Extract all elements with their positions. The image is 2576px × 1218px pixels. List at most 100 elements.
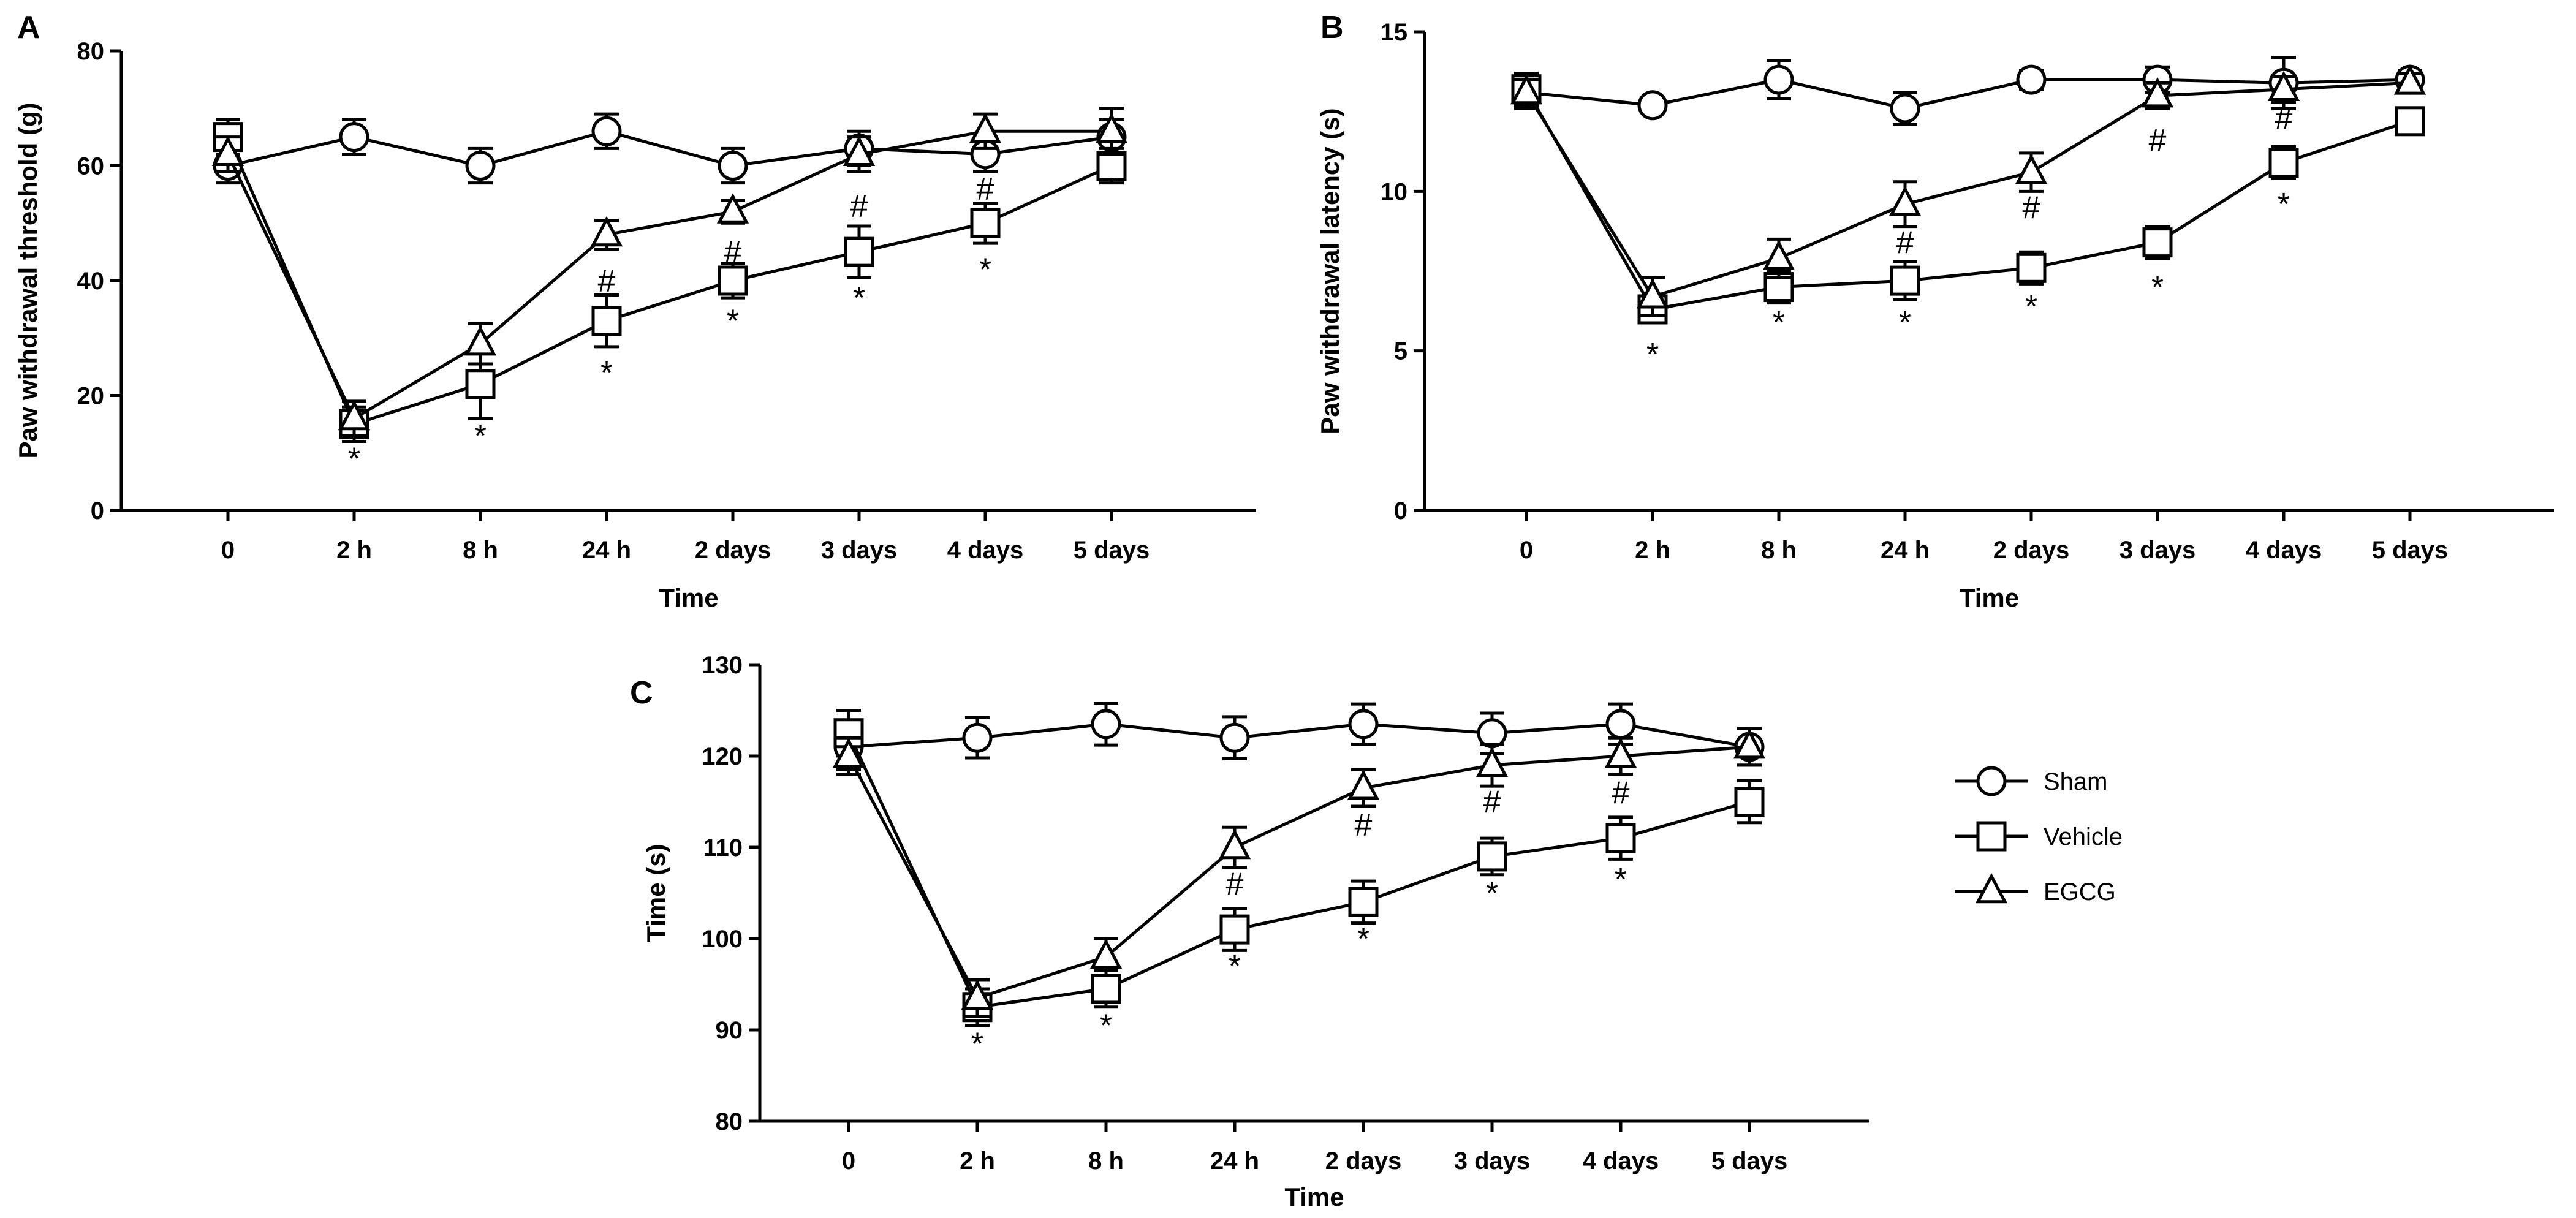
x-tick-label-a: 3 days — [821, 537, 898, 564]
data-point-egcg-a — [1095, 113, 1128, 143]
data-point-vehicle-b — [1890, 265, 1920, 296]
panel-a: A 0 20 40 60 80 0 2 h 8 h 24 h 2 days 3 days 4 days 5… — [13, 10, 1256, 612]
significance-star-a: * — [979, 252, 991, 287]
series-egcg-c — [832, 727, 1766, 1018]
data-point-egcg-b — [1510, 74, 1543, 105]
significance-hash-c: # — [1612, 776, 1630, 811]
data-point-egcg-b — [1762, 240, 1795, 270]
significance-star-b: * — [2278, 187, 2290, 222]
significance-hash-a: # — [850, 189, 868, 224]
data-point-egcg-c — [1733, 728, 1766, 759]
data-point-egcg-c — [1476, 746, 1509, 777]
data-point-vehicle-b — [2395, 106, 2425, 137]
x-tick-label-c: 2 h — [960, 1148, 995, 1174]
data-point-sham-a — [591, 116, 622, 146]
data-point-vehicle-b — [2142, 227, 2173, 258]
x-tick-label-b: 2 days — [1993, 537, 2070, 564]
data-point-egcg-a — [590, 216, 623, 247]
x-tick-label-a: 2 h — [336, 537, 372, 564]
y-tick-label-a: 80 — [77, 38, 105, 65]
data-point-vehicle-a — [718, 265, 748, 296]
y-axis-title-c: Time (s) — [642, 844, 670, 942]
significance-star-a: * — [474, 418, 487, 454]
y-tick-label-a: 0 — [91, 497, 104, 524]
significance-star-a: * — [853, 281, 865, 316]
significance-hash-b: # — [1896, 225, 1914, 261]
y-tick-label-b: 0 — [1394, 497, 1407, 524]
y-tick-label-a: 60 — [77, 153, 105, 180]
x-tick-label-a: 24 h — [582, 537, 631, 564]
x-tick-label-b: 24 h — [1881, 537, 1930, 564]
data-point-sham-b — [2016, 64, 2047, 95]
y-axis-title-b: Paw withdrawal latency (s) — [1316, 108, 1344, 434]
data-point-vehicle-c — [1348, 887, 1379, 917]
x-tick-label-b: 0 — [1520, 537, 1533, 564]
series-line-egcg-b — [1525, 81, 2411, 299]
data-point-vehicle-c — [1477, 841, 1507, 872]
data-point-egcg-b — [2267, 70, 2300, 102]
panel-label-b: B — [1320, 10, 1344, 45]
data-point-sham-b — [1637, 90, 1668, 121]
significance-star-a: * — [727, 304, 739, 339]
data-point-egcg-a — [969, 113, 1002, 143]
data-point-egcg-b — [1888, 186, 1922, 216]
data-point-egcg-a — [338, 399, 371, 431]
data-point-vehicle-c — [1219, 914, 1250, 945]
x-tick-label-b: 4 days — [2246, 537, 2322, 564]
y-tick-label-b: 10 — [1381, 178, 1408, 205]
x-tick-label-c: 3 days — [1454, 1148, 1531, 1174]
legend-marker-sham — [1976, 766, 2007, 796]
data-point-vehicle-a — [970, 208, 1001, 238]
data-point-sham-c — [962, 722, 993, 753]
significance-hash-c: # — [1355, 808, 1373, 843]
data-point-vehicle-c — [1091, 974, 1121, 1004]
y-tick-label-c: 100 — [702, 926, 743, 953]
x-tick-label-a: 4 days — [947, 537, 1024, 564]
data-point-vehicle-b — [2016, 252, 2047, 283]
series-line-vehicle-b — [1525, 88, 2411, 311]
significance-hash-b: # — [2023, 190, 2040, 225]
y-tick-label-c: 110 — [703, 834, 743, 861]
series-line-sham-b — [1526, 78, 2411, 110]
significance-hash-c: # — [1483, 785, 1501, 820]
data-point-sham-a — [339, 122, 369, 153]
data-point-sham-b — [1763, 64, 1794, 95]
data-point-egcg-c — [1089, 938, 1123, 969]
legend-marker-vehicle — [1976, 821, 2007, 852]
series-vehicle-b — [1511, 72, 2425, 325]
significance-hash-a: # — [724, 235, 742, 270]
data-point-vehicle-c — [1605, 823, 1636, 853]
significance-hash-a: # — [598, 263, 616, 299]
panel-c: C 80 90 100 110 120 130 0 2 h 8 h 24 h 2 days 3 days… — [630, 652, 1869, 1211]
x-axis-title-a: Time — [659, 583, 718, 612]
significance-hash-b: # — [2275, 101, 2293, 137]
x-tick-label-a: 0 — [221, 537, 235, 564]
series-egcg-b — [1510, 64, 2426, 317]
y-tick-label-c: 80 — [716, 1108, 743, 1135]
x-tick-label-a: 2 days — [695, 537, 771, 564]
significance-star-c: * — [1357, 921, 1369, 957]
y-tick-label-c: 120 — [702, 743, 743, 770]
series-line-sham-a — [227, 129, 1112, 168]
series-line-egcg-c — [847, 745, 1750, 1000]
series-egcg-a — [211, 107, 1128, 437]
series-line-vehicle-c — [847, 732, 1750, 1009]
data-point-vehicle-b — [2268, 147, 2299, 178]
data-point-egcg-c — [961, 979, 994, 1010]
significance-star-b: * — [1646, 337, 1659, 373]
series-line-egcg-a — [226, 129, 1112, 421]
data-point-vehicle-c — [1734, 787, 1765, 817]
x-tick-label-b: 5 days — [2372, 537, 2449, 564]
data-point-egcg-a — [843, 135, 876, 167]
data-point-egcg-b — [1636, 278, 1669, 309]
significance-hash-c: # — [1226, 867, 1244, 902]
y-tick-label-c: 90 — [716, 1017, 743, 1044]
data-point-sham-b — [1890, 93, 1920, 124]
y-tick-label-a: 40 — [77, 268, 105, 295]
panel-label-c: C — [630, 675, 653, 711]
data-point-egcg-a — [211, 135, 244, 167]
data-point-egcg-a — [464, 325, 497, 356]
data-point-egcg-c — [1218, 828, 1251, 860]
data-point-sham-a — [718, 151, 748, 181]
significance-star-c: * — [1615, 862, 1627, 898]
